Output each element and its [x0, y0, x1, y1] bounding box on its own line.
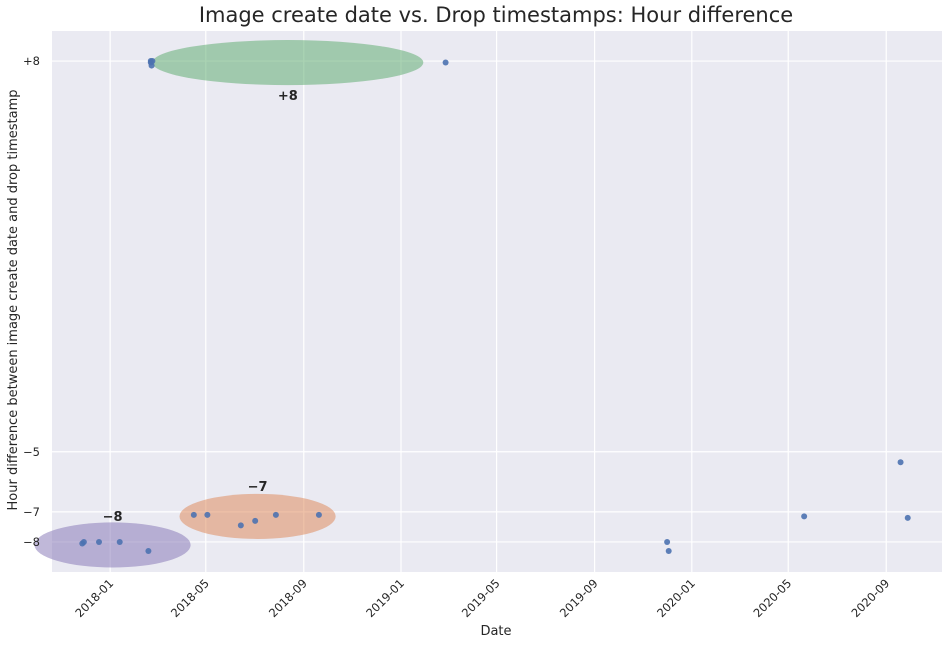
data-point [897, 459, 904, 466]
cluster-ellipse [34, 522, 191, 568]
cluster-label: −8 [103, 510, 123, 525]
y-tick-label: +8 [23, 54, 40, 68]
data-point [96, 538, 103, 545]
data-point [149, 58, 156, 65]
x-tick-label: 2019-09 [557, 576, 601, 620]
x-tick-label: 2019-05 [459, 576, 503, 620]
data-point [237, 522, 244, 529]
x-tick-label: 2018-01 [72, 576, 116, 620]
data-point [664, 538, 671, 545]
x-tick-label: 2018-05 [168, 576, 212, 620]
x-tick-label: 2019-01 [363, 576, 407, 620]
x-tick-label: 2018-09 [266, 576, 310, 620]
data-point [252, 517, 259, 524]
data-point [904, 514, 911, 521]
cluster-ellipse [152, 40, 424, 86]
data-points [79, 58, 911, 554]
data-point [145, 547, 152, 554]
y-tick-label: −5 [23, 445, 40, 459]
data-point [204, 511, 211, 518]
cluster-label: −7 [248, 480, 268, 495]
y-axis-ticks: +8 −5 −7 −8 [23, 54, 40, 549]
x-tick-label: 2020-09 [848, 576, 892, 620]
y-tick-label: −8 [23, 535, 40, 549]
data-point [315, 511, 322, 518]
data-point [801, 513, 808, 520]
grid [52, 31, 942, 572]
x-tick-label: 2020-01 [654, 576, 698, 620]
y-axis-label: Hour difference between image create dat… [6, 89, 21, 510]
chart-title: Image create date vs. Drop timestamps: H… [199, 3, 793, 27]
y-tick-label: −7 [23, 505, 40, 519]
x-axis-label: Date [480, 624, 511, 639]
data-point [665, 547, 672, 554]
data-point [148, 62, 155, 69]
data-point [116, 538, 123, 545]
data-point [80, 538, 87, 545]
cluster-highlights: +8 −7 −8 [34, 40, 424, 568]
x-tick-label: 2020-05 [750, 576, 794, 620]
x-axis-ticks: 2018-01 2018-05 2018-09 2019-01 2019-05 2019-… [72, 576, 892, 620]
cluster-ellipse [179, 493, 336, 539]
data-point [190, 511, 197, 518]
data-point [442, 59, 449, 66]
data-point [272, 511, 279, 518]
cluster-label: +8 [278, 89, 298, 104]
